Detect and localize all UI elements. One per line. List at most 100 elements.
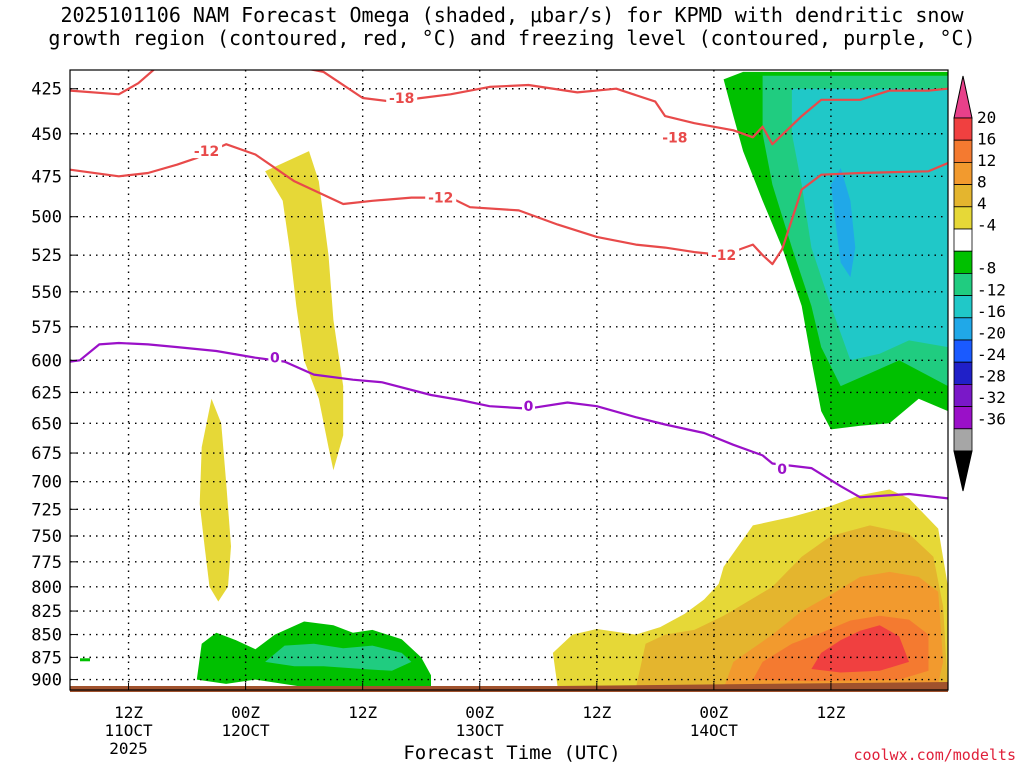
y-tick-label-700: 700 — [31, 473, 62, 493]
colorbar-swatch-11 — [953, 361, 973, 385]
y-tick-label-500: 500 — [31, 208, 62, 228]
y-tick-label-850: 850 — [31, 626, 62, 646]
colorbar-label-9: -20 — [977, 323, 1006, 342]
y-tick-label-425: 425 — [31, 80, 62, 100]
plot-frame — [69, 69, 949, 691]
chart-title: 2025101106 NAM Forecast Omega (shaded, μ… — [0, 4, 1024, 50]
colorbar-swatch-6 — [953, 250, 973, 274]
colorbar-label-7: -12 — [977, 280, 1006, 299]
x-tick-label: 14OCT — [690, 721, 739, 740]
x-tick-label: 12OCT — [222, 721, 271, 740]
x-tick-label: 12Z — [114, 703, 143, 722]
x-tick-label: 00Z — [465, 703, 494, 722]
y-tick-label-725: 725 — [31, 500, 62, 520]
contour-line-dendritic-0 — [70, 70, 948, 146]
colorbar-label-3: 8 — [977, 173, 987, 192]
x-tick-label: 12Z — [816, 703, 845, 722]
contour-label-6: 0 — [524, 399, 534, 415]
x-tick-label: 00Z — [231, 703, 260, 722]
colorbar-swatch-9 — [953, 317, 973, 341]
x-tick-label: 00Z — [699, 703, 728, 722]
colorbar-label-4: 4 — [977, 194, 987, 213]
y-tick-label-800: 800 — [31, 578, 62, 598]
contour-label-2: -12 — [194, 144, 219, 160]
contour-label-bg — [522, 398, 536, 414]
y-tick-label-775: 775 — [31, 553, 62, 573]
y-tick-label-525: 525 — [31, 246, 62, 266]
colorbar-swatch-4 — [953, 206, 973, 230]
colorbar-label-11: -28 — [977, 366, 1006, 385]
y-tick-label-675: 675 — [31, 444, 62, 464]
contour-label-bg — [708, 247, 740, 263]
contour-label-3: -12 — [428, 191, 453, 207]
colorbar-label-8: -16 — [977, 302, 1006, 321]
contour-label-1: -18 — [662, 130, 687, 146]
y-tick-label-900: 900 — [31, 671, 62, 691]
contour-label-bg — [386, 89, 418, 105]
y-tick-label-550: 550 — [31, 283, 62, 303]
terrain-surface — [70, 686, 948, 692]
colorbar-swatch-10 — [953, 339, 973, 363]
colorbar-label-0: 20 — [977, 108, 996, 127]
omega-region-1 — [199, 398, 231, 602]
contour-label-7: 0 — [777, 462, 787, 478]
colorbar-label-13: -36 — [977, 409, 1006, 428]
x-tick-label: 12Z — [348, 703, 377, 722]
colorbar-arrow-bottom — [953, 450, 973, 492]
colorbar-swatch-5 — [953, 228, 973, 252]
omega-region-12 — [265, 643, 412, 671]
contour-label-bg — [659, 129, 691, 145]
x-tick-label: 12Z — [582, 703, 611, 722]
colorbar-label-5: -4 — [977, 216, 996, 235]
colorbar-swatch-12 — [953, 383, 973, 407]
colorbar-swatch-14 — [953, 428, 973, 452]
contour-label-4: -12 — [711, 248, 736, 264]
omega-shading — [80, 71, 948, 690]
colorbar-swatch-2 — [953, 161, 973, 185]
colorbar-label-12: -32 — [977, 388, 1006, 407]
colorbar-label-1: 16 — [977, 130, 996, 149]
omega-region-0 — [265, 151, 344, 471]
contour-label-bg — [775, 461, 789, 477]
x-tick-label: 11OCT — [104, 721, 153, 740]
colorbar-swatch-3 — [953, 184, 973, 208]
y-tick-label-650: 650 — [31, 414, 62, 434]
colorbar-swatch-13 — [953, 406, 973, 430]
y-tick-label-875: 875 — [31, 648, 62, 668]
y-tick-label-575: 575 — [31, 318, 62, 338]
y-tick-label-625: 625 — [31, 383, 62, 403]
colorbar-swatch-8 — [953, 295, 973, 319]
contour-label-5: 0 — [270, 351, 280, 367]
contour-label-0: -18 — [389, 91, 414, 107]
pressure-axis-labels: 425 450 475 500 525 550 575 600 625 650 675 700 725 7… — [31, 80, 62, 691]
colorbar-label-6: -8 — [977, 259, 996, 278]
x-tick-label: 13OCT — [456, 721, 505, 740]
y-tick-label-825: 825 — [31, 602, 62, 622]
x-axis-label: Forecast Time (UTC) — [403, 742, 621, 764]
colorbar-arrow-top — [953, 75, 973, 119]
title-line-2: growth region (contoured, red, °C) and f… — [48, 26, 976, 50]
ground-strip — [70, 682, 948, 692]
colorbar: 20 16 12 8 4 -4 -8 -12 -16 -20 -24 -28 -32 -36 — [953, 75, 1006, 492]
omega-region-6 — [811, 625, 909, 673]
contour-label-bg — [191, 143, 223, 159]
colorbar-label-2: 12 — [977, 151, 996, 170]
contour-label-bg — [268, 349, 282, 365]
omega-speck — [80, 658, 90, 662]
credit-link[interactable]: coolwx.com/modelts — [853, 746, 1016, 764]
contour-label-bg — [425, 189, 457, 205]
colorbar-swatch-7 — [953, 272, 973, 296]
terrain-rise — [557, 682, 948, 686]
y-tick-label-750: 750 — [31, 527, 62, 547]
y-tick-label-450: 450 — [31, 125, 62, 145]
colorbar-swatch-1 — [953, 139, 973, 163]
colorbar-swatch-0 — [953, 117, 973, 141]
temperature-contours: -18 -18 -12 -12 -12 0 0 0 — [70, 70, 948, 500]
omega-region-11 — [830, 168, 856, 278]
y-tick-label-475: 475 — [31, 167, 62, 187]
x-tick-label: 2025 — [109, 739, 148, 758]
plot-axes — [69, 69, 949, 691]
colorbar-label-10: -24 — [977, 345, 1006, 364]
